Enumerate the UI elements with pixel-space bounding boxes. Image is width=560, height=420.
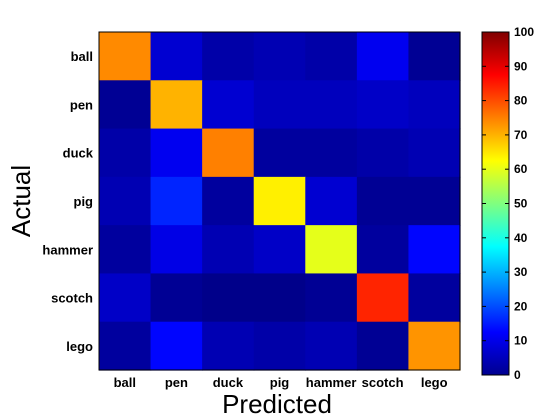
heatmap-cell-pen-lego [408,80,461,130]
x-axis-title: Predicted [222,389,332,419]
heatmap-cell-ball-lego [408,32,461,81]
y-tick-label-lego: lego [66,339,93,354]
colorbar-tick-label: 40 [514,231,528,245]
colorbar-tick-label: 90 [514,59,528,73]
x-tick-label-pig: pig [270,375,290,390]
heatmap-cell-hammer-pig [253,225,306,275]
y-tick-label-duck: duck [63,146,94,161]
heatmap-cell-pen-hammer [305,80,358,130]
x-tick-label-lego: lego [421,375,448,390]
y-tick-label-pen: pen [70,97,93,112]
y-axis-title: Actual [6,165,36,237]
x-tick-label-hammer: hammer [306,375,357,390]
x-tick-label-pen: pen [165,375,188,390]
heatmap-cell-scotch-duck [202,273,255,323]
x-tick-labels: ball pen duck pig hammer scotch lego [114,375,448,390]
x-tick-label-ball: ball [114,375,136,390]
heatmap-cell-pen-duck [202,80,255,130]
heatmap-cell-scotch-lego [408,273,461,323]
heatmap-cell-pig-pig [253,176,306,226]
heatmap-cell-hammer-lego [408,225,461,275]
heatmap-cell-pig-duck [202,176,255,226]
heatmap-cell-hammer-pen [150,225,203,275]
colorbar-tick-label: 50 [514,197,528,211]
heatmap-cell-duck-pig [253,128,306,178]
heatmap-cell-pig-pen [150,176,203,226]
heatmap-cell-duck-ball [99,128,152,178]
heatmap-cell-ball-pen [150,32,203,81]
x-tick-label-duck: duck [213,375,244,390]
heatmap-cell-ball-hammer [305,32,358,81]
colorbar-tick-label: 0 [514,368,521,382]
heatmap-cell-duck-lego [408,128,461,178]
heatmap-cell-pig-scotch [356,176,410,226]
heatmap-cell-scotch-hammer [305,273,358,323]
colorbar-ticks: 0 10 20 30 40 50 60 70 80 90 100 [482,25,534,382]
heatmap-cell-hammer-duck [202,225,255,275]
colorbar-tick-label: 80 [514,94,528,108]
y-tick-labels: ball pen duck pig hammer scotch lego [42,49,93,354]
colorbar-tick-label: 100 [514,25,534,39]
colorbar-tick-label: 10 [514,334,528,348]
heatmap-cell-ball-scotch [356,32,410,81]
heatmap-cell-pen-scotch [356,80,410,130]
heatmap-cell-lego-pen [150,321,203,371]
heatmap-cell-scotch-ball [99,273,152,323]
heatmap-cell-lego-hammer [305,321,358,371]
heatmap-cell-lego-ball [99,321,152,371]
heatmap-cell-scotch-scotch [356,273,410,323]
plot-frame [98,31,461,371]
heatmap-cell-pig-hammer [305,176,358,226]
heatmap-cells [99,32,461,371]
heatmap-cell-hammer-scotch [356,225,410,275]
heatmap-cell-scotch-pig [253,273,306,323]
heatmap-cell-ball-ball [99,32,152,81]
heatmap-cell-duck-pen [150,128,203,178]
y-tick-label-scotch: scotch [51,291,93,306]
heatmap-cell-lego-lego [408,321,461,371]
heatmap-cell-pig-lego [408,176,461,226]
heatmap-cell-lego-duck [202,321,255,371]
colorbar-tick-label: 60 [514,162,528,176]
heatmap-cell-duck-scotch [356,128,410,178]
heatmap-cell-pen-ball [99,80,152,130]
heatmap-cell-ball-pig [253,32,306,81]
x-tick-label-scotch: scotch [362,375,404,390]
heatmap-cell-scotch-pen [150,273,203,323]
y-tick-label-pig: pig [74,194,94,209]
y-tick-label-ball: ball [71,49,93,64]
colorbar-tick-label: 70 [514,128,528,142]
colorbar [481,31,510,376]
y-tick-label-hammer: hammer [42,242,93,257]
heatmap-cell-pen-pen [150,80,203,130]
heatmap-cell-hammer-hammer [305,225,358,275]
heatmap-cell-duck-hammer [305,128,358,178]
colorbar-tick-label: 20 [514,299,528,313]
heatmap-cell-pen-pig [253,80,306,130]
colorbar-tick-label: 30 [514,265,528,279]
heatmap-cell-lego-scotch [356,321,410,371]
heatmap-cell-hammer-ball [99,225,152,275]
heatmap-cell-ball-duck [202,32,255,81]
heatmap-cell-lego-pig [253,321,306,371]
heatmap-cell-pig-ball [99,176,152,226]
heatmap-cell-duck-duck [202,128,255,178]
